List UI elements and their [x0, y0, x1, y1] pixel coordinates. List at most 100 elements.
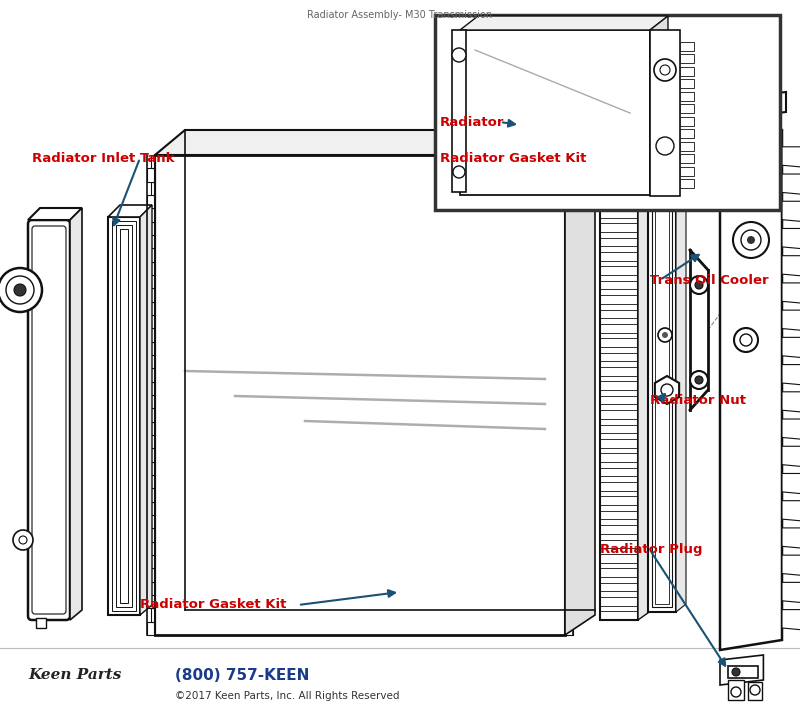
- Text: Keen Parts: Keen Parts: [28, 668, 122, 682]
- Bar: [151, 502, 155, 515]
- Polygon shape: [782, 228, 800, 249]
- Bar: [600, 539, 638, 548]
- Bar: [680, 167, 694, 176]
- Text: (800) 757-KEEN: (800) 757-KEEN: [175, 667, 310, 683]
- Text: Radiator: Radiator: [440, 115, 505, 128]
- Bar: [680, 142, 694, 150]
- Text: Radiator Gasket Kit: Radiator Gasket Kit: [140, 598, 286, 611]
- Polygon shape: [655, 376, 679, 404]
- Bar: [565, 248, 573, 261]
- Bar: [147, 355, 155, 369]
- Bar: [600, 482, 638, 490]
- Bar: [147, 621, 155, 635]
- Polygon shape: [460, 16, 668, 30]
- Bar: [600, 223, 638, 232]
- Bar: [652, 172, 672, 607]
- Bar: [151, 449, 155, 462]
- Bar: [565, 275, 573, 288]
- Bar: [600, 194, 638, 203]
- Bar: [147, 222, 155, 235]
- Bar: [600, 439, 638, 448]
- Bar: [565, 222, 573, 235]
- Circle shape: [747, 236, 755, 244]
- Bar: [565, 528, 569, 541]
- Bar: [116, 225, 132, 607]
- Bar: [147, 515, 155, 528]
- Bar: [600, 353, 638, 361]
- Bar: [600, 425, 638, 433]
- Bar: [147, 595, 155, 608]
- Bar: [565, 449, 569, 462]
- Polygon shape: [648, 157, 686, 167]
- Bar: [151, 582, 155, 595]
- Circle shape: [740, 334, 752, 346]
- Bar: [565, 515, 573, 528]
- Bar: [565, 195, 573, 208]
- Bar: [147, 462, 155, 475]
- Bar: [36, 618, 46, 628]
- Bar: [600, 238, 638, 246]
- Circle shape: [732, 668, 740, 676]
- Bar: [600, 568, 638, 577]
- Circle shape: [690, 276, 708, 294]
- Bar: [565, 422, 569, 435]
- Text: Radiator Gasket Kit: Radiator Gasket Kit: [440, 151, 586, 164]
- Bar: [147, 168, 155, 181]
- Bar: [108, 217, 140, 615]
- FancyBboxPatch shape: [32, 226, 66, 614]
- Bar: [120, 229, 128, 603]
- Polygon shape: [782, 147, 800, 167]
- Bar: [600, 582, 638, 591]
- Text: Trans Oil Cooler: Trans Oil Cooler: [650, 274, 769, 287]
- Bar: [600, 166, 638, 174]
- Bar: [565, 555, 569, 568]
- Bar: [151, 235, 155, 248]
- Bar: [147, 302, 155, 315]
- Circle shape: [19, 536, 27, 544]
- Bar: [600, 410, 638, 419]
- Bar: [565, 395, 569, 408]
- Polygon shape: [782, 582, 800, 603]
- Bar: [650, 30, 680, 196]
- Circle shape: [658, 328, 672, 342]
- Bar: [151, 369, 155, 382]
- Polygon shape: [716, 92, 786, 120]
- Bar: [435, 15, 780, 210]
- Bar: [151, 475, 155, 488]
- Bar: [565, 155, 569, 168]
- Bar: [600, 597, 638, 606]
- Text: Radiator Assembly- M30 Transmission: Radiator Assembly- M30 Transmission: [307, 10, 493, 20]
- Bar: [680, 104, 694, 113]
- Bar: [151, 155, 155, 168]
- Polygon shape: [782, 338, 800, 358]
- Bar: [600, 180, 638, 189]
- Polygon shape: [782, 555, 800, 575]
- Bar: [565, 261, 569, 275]
- Bar: [565, 328, 573, 342]
- Circle shape: [0, 268, 42, 312]
- Bar: [565, 382, 573, 395]
- Bar: [151, 181, 155, 195]
- Bar: [600, 382, 638, 390]
- Polygon shape: [565, 130, 595, 635]
- Bar: [565, 208, 569, 222]
- Bar: [680, 79, 694, 88]
- Bar: [565, 181, 569, 195]
- Bar: [680, 154, 694, 163]
- Circle shape: [741, 230, 761, 250]
- Bar: [680, 117, 694, 125]
- Circle shape: [452, 48, 466, 62]
- Circle shape: [695, 281, 703, 289]
- Polygon shape: [782, 419, 800, 439]
- Bar: [600, 295, 638, 304]
- Circle shape: [13, 530, 33, 550]
- Bar: [112, 221, 136, 611]
- Bar: [147, 382, 155, 395]
- Bar: [724, 115, 772, 140]
- Bar: [565, 462, 573, 475]
- Polygon shape: [600, 148, 652, 160]
- Bar: [452, 30, 466, 192]
- Bar: [151, 528, 155, 541]
- Polygon shape: [782, 474, 800, 494]
- Polygon shape: [140, 205, 152, 615]
